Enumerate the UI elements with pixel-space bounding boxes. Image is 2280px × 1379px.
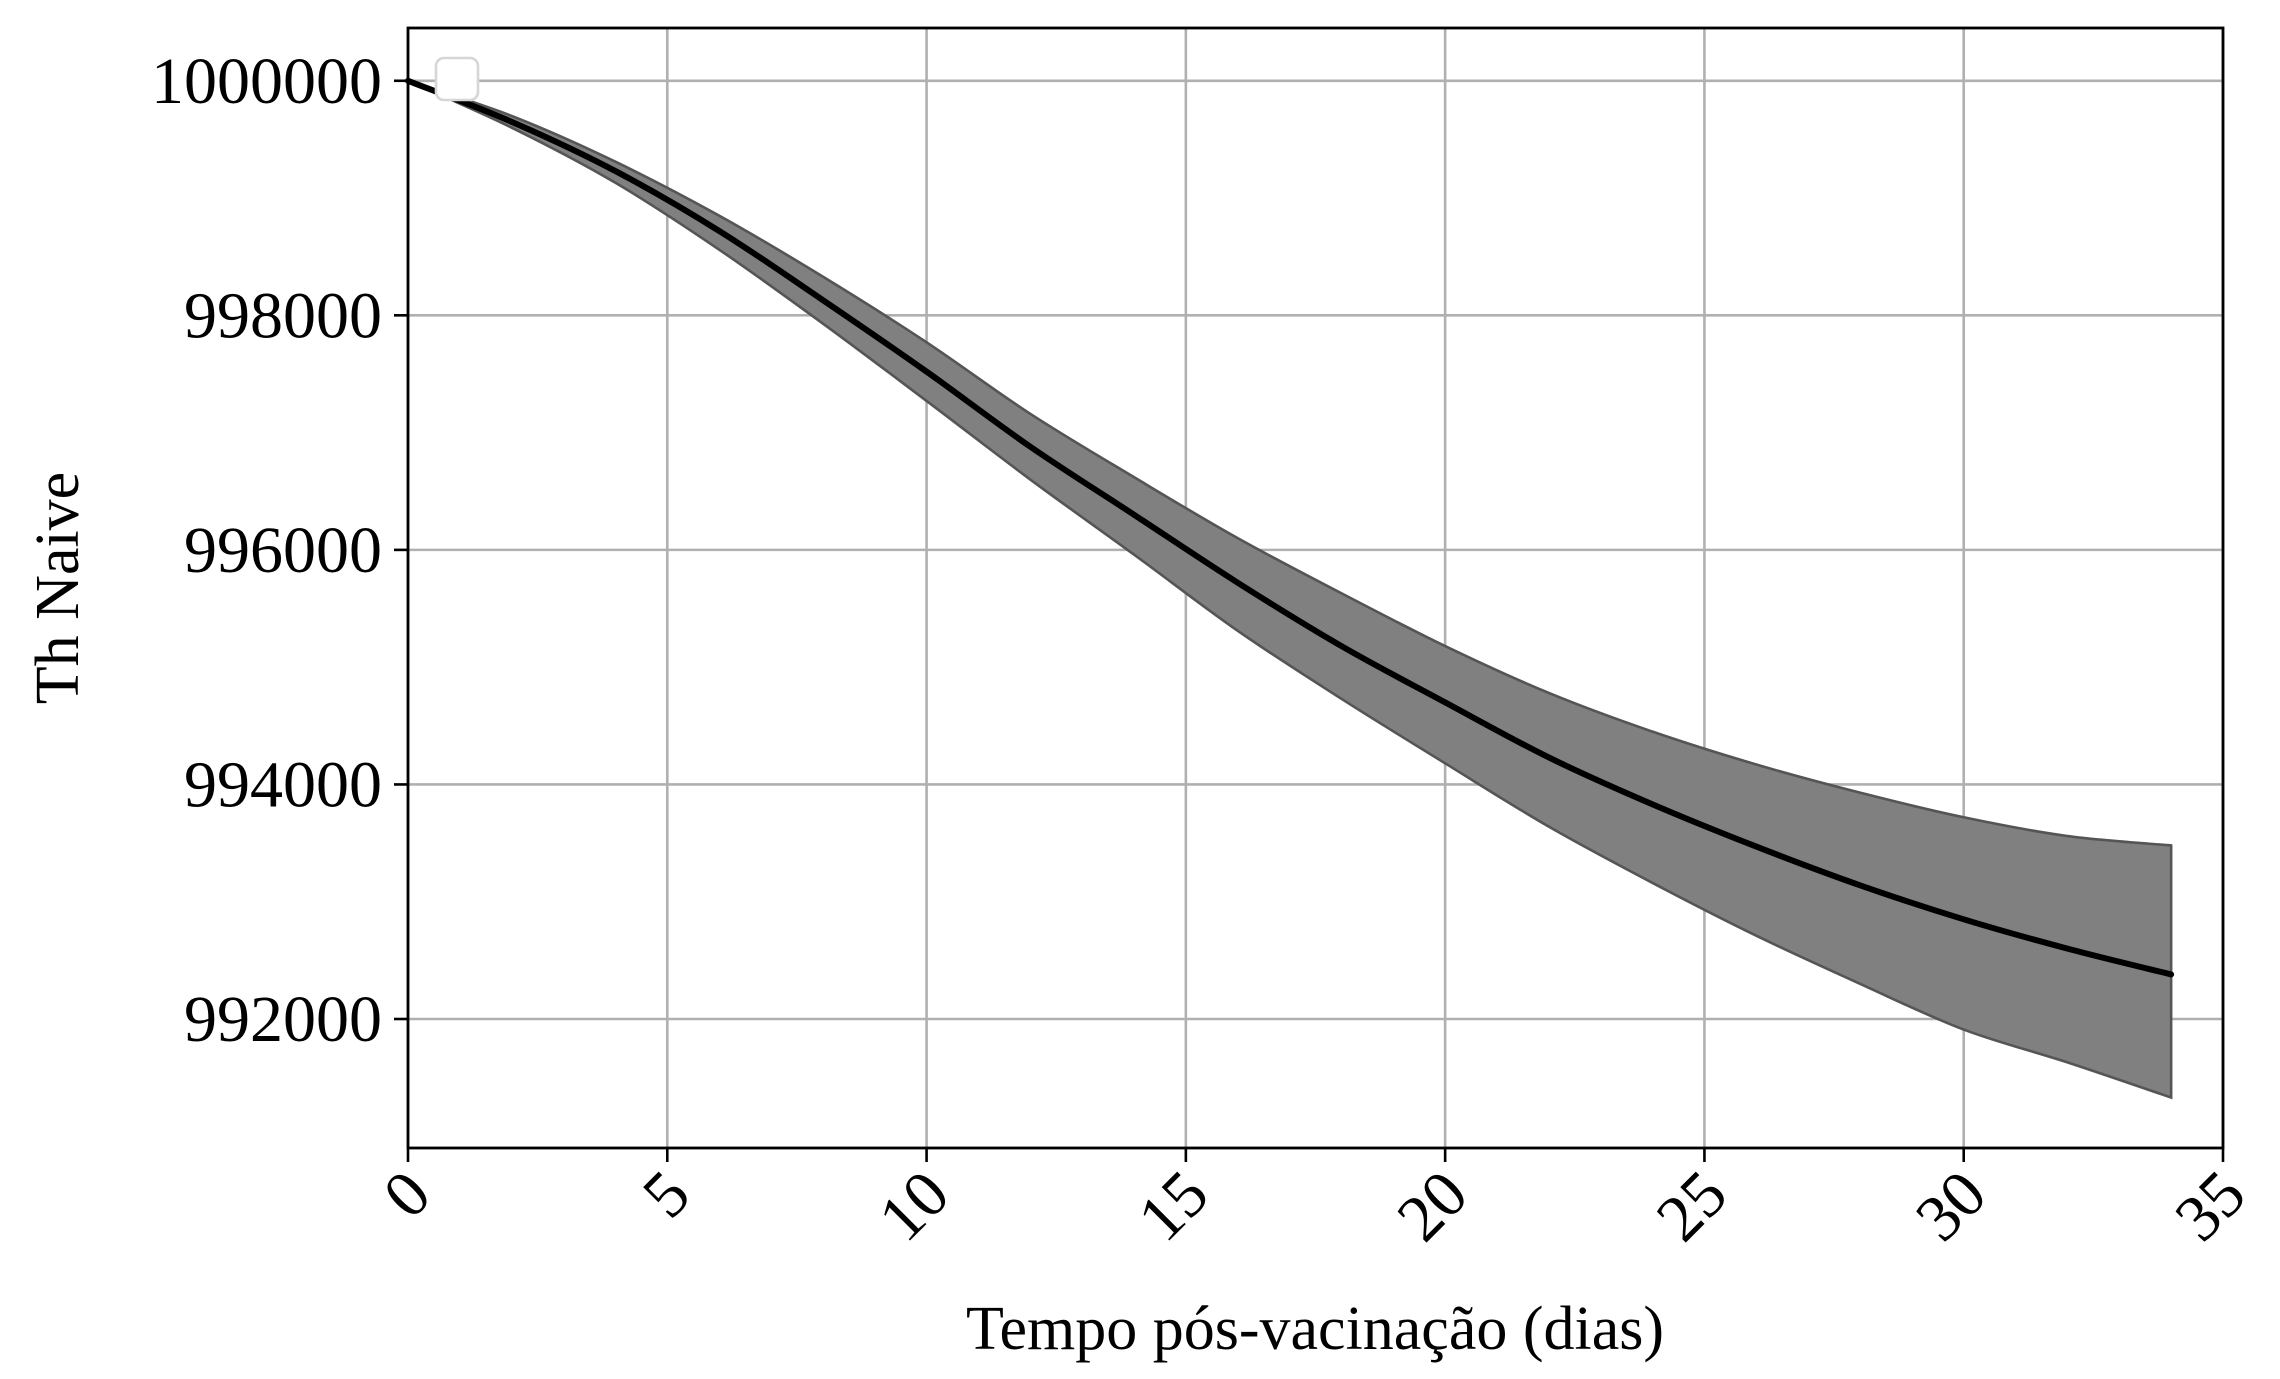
y-tick-label: 992000 xyxy=(184,983,382,1056)
y-tick-label: 994000 xyxy=(184,748,382,821)
x-tick-label: 30 xyxy=(1902,1157,2000,1255)
x-tick-label: 10 xyxy=(865,1157,963,1255)
x-tick-label: 20 xyxy=(1383,1157,1481,1255)
x-tick-label: 35 xyxy=(2161,1157,2259,1255)
grid xyxy=(406,28,2225,1148)
legend xyxy=(434,56,480,102)
series-line xyxy=(405,77,2175,978)
y-tick-label: 998000 xyxy=(184,279,382,352)
confidence-band xyxy=(407,79,2173,1100)
y-axis-label: Th Naive xyxy=(24,472,92,704)
plot-area xyxy=(405,77,2175,1100)
axes-frame xyxy=(406,26,2225,1150)
x-tick-label: 0 xyxy=(370,1157,445,1232)
y-tick-label: 996000 xyxy=(184,514,382,587)
axis-ticks: 0 5 10 15 20 25 30 35 992000 994000 996000 998000 10… xyxy=(151,45,2260,1256)
x-tick-label: 25 xyxy=(1643,1157,1741,1255)
y-tick-label: 1000000 xyxy=(151,45,382,118)
x-tick-label: 5 xyxy=(629,1157,704,1232)
x-tick-label: 15 xyxy=(1124,1157,1222,1255)
x-axis-label: Tempo pós-vacinação (dias) xyxy=(966,1295,1664,1363)
